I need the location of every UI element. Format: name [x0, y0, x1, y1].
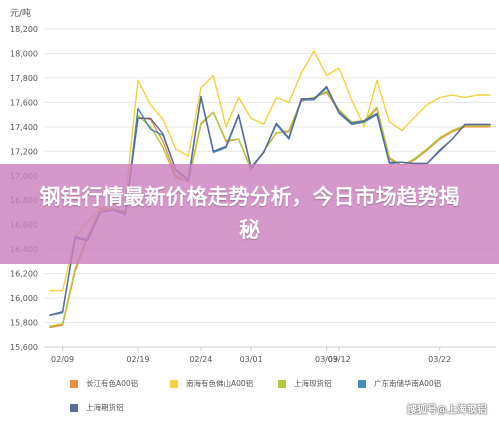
y-axis-unit: 元/吨: [10, 7, 31, 19]
legend-swatch: [170, 379, 178, 388]
y-tick-label: 17,600: [10, 98, 38, 107]
legend-swatch: [278, 379, 286, 388]
legend-item: 长江有色A00铝: [70, 378, 138, 389]
legend-item: 广东南储华南A00铝: [358, 378, 441, 389]
x-tick-label: 03/09: [315, 355, 338, 364]
legend-label: 上海现货铝: [294, 379, 332, 388]
article-title: 钢铝行情最新价格走势分析，今日市场趋势揭秘: [39, 185, 460, 242]
y-tick-label: 17,200: [10, 147, 38, 156]
legend-label: 广东南储华南A00铝: [374, 379, 442, 388]
legend-swatch: [70, 379, 78, 388]
x-tick-label: 03/12: [328, 355, 351, 364]
legend-swatch: [70, 403, 78, 412]
legend-label: 上海期货铝: [86, 403, 124, 412]
x-tick-label: 03/01: [240, 355, 263, 364]
x-tick-label: 03/22: [428, 355, 451, 364]
watermark-text: 搜狐号@上海钢铝: [407, 405, 487, 416]
y-tick-label: 18,200: [10, 25, 38, 34]
y-tick-label: 18,000: [10, 49, 38, 58]
y-tick-label: 17,400: [10, 123, 38, 132]
legend-item: 上海期货铝: [70, 402, 124, 413]
legend-item: 上海现货铝: [278, 378, 332, 389]
y-tick-label: 16,200: [10, 270, 38, 279]
x-tick-label: 02/24: [189, 355, 212, 364]
y-tick-label: 16,000: [10, 294, 38, 303]
legend-label: 长江有色A00铝: [86, 379, 139, 388]
x-tick-label: 02/19: [126, 355, 149, 364]
legend-label: 南海有色佛山A00铝: [186, 379, 254, 388]
legend-item: 南海有色佛山A00铝: [170, 378, 253, 389]
title-overlay-banner: 钢铝行情最新价格走势分析，今日市场趋势揭秘: [0, 164, 499, 264]
y-tick-label: 15,800: [10, 319, 38, 328]
grid-lines: [44, 28, 496, 348]
y-tick-label: 17,800: [10, 74, 38, 83]
x-tick-label: 02/09: [51, 355, 74, 364]
legend-swatch: [358, 379, 366, 388]
y-tick-label: 15,600: [10, 343, 38, 352]
